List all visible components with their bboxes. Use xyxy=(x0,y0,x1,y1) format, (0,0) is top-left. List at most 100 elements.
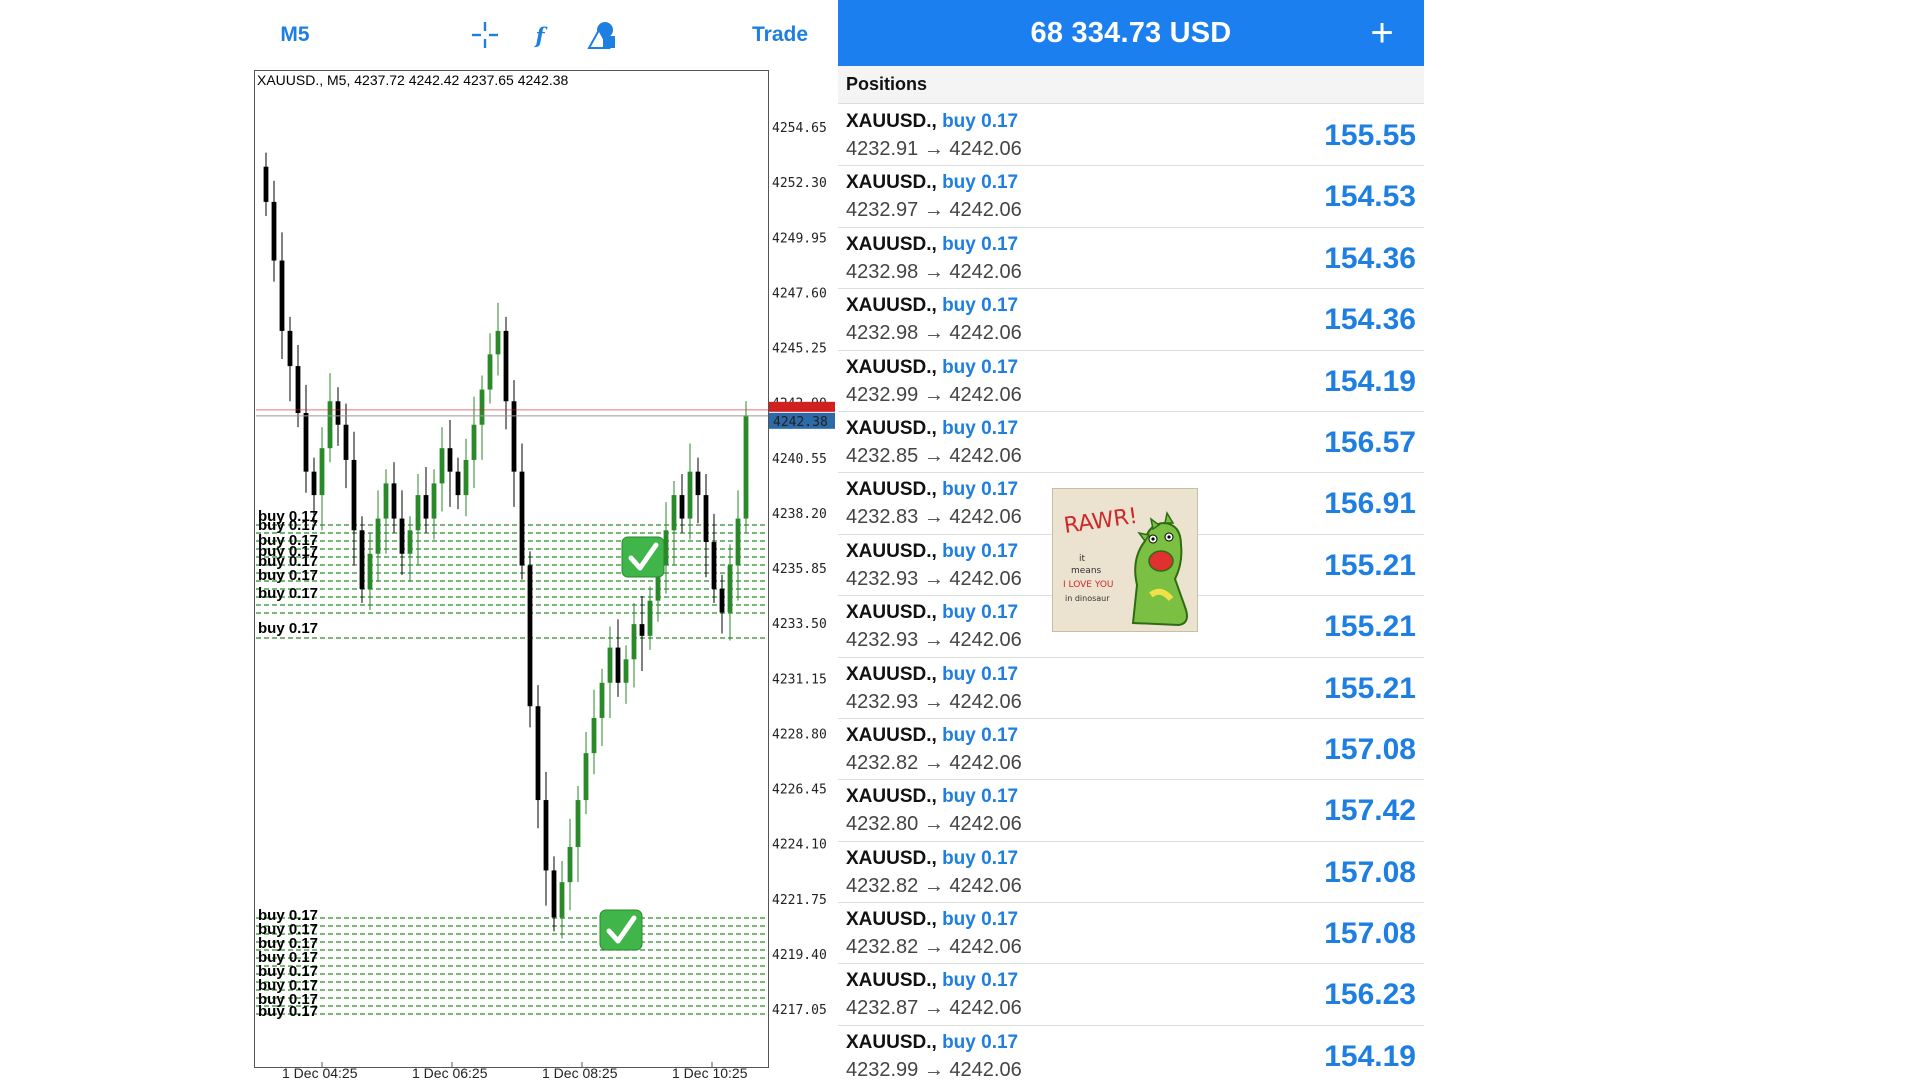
position-direction: buy 0.17 xyxy=(942,172,1019,194)
candle-body xyxy=(687,471,693,519)
candle-body xyxy=(543,800,549,871)
trade-button[interactable]: Trade xyxy=(751,23,809,46)
price-tick-label: 4252.30 xyxy=(772,176,827,191)
candle-body xyxy=(527,565,533,707)
position-row[interactable]: XAUUSD., buy 0.17 4232.99 → 4242.06 154.19 xyxy=(838,351,1424,412)
open-price: 4232.82 xyxy=(846,751,919,774)
current-price: 4242.06 xyxy=(949,322,1022,345)
order-label: buy 0.17 xyxy=(258,935,318,952)
candle-body xyxy=(319,448,325,496)
position-profit: 155.21 xyxy=(1324,671,1416,705)
position-row[interactable]: XAUUSD., buy 0.17 4232.91 → 4242.06 155.55 xyxy=(838,105,1424,167)
position-direction: buy 0.17 xyxy=(942,909,1019,931)
candle-body xyxy=(695,471,701,496)
current-price: 4242.06 xyxy=(949,629,1022,652)
arrow-right-icon: → xyxy=(923,383,944,406)
order-label: buy 0.17 xyxy=(258,585,318,602)
position-profit: 157.08 xyxy=(1324,917,1416,951)
position-prices: 4232.93 → 4242.06 xyxy=(846,629,1022,652)
position-profit: 154.36 xyxy=(1324,241,1416,275)
svg-text:it: it xyxy=(1079,554,1086,564)
candle-body xyxy=(431,483,437,519)
candle-body xyxy=(439,448,445,484)
position-prices: 4232.93 → 4242.06 xyxy=(846,568,1022,591)
position-symbol: XAUUSD., buy 0.17 xyxy=(846,172,1019,194)
position-row[interactable]: XAUUSD., buy 0.17 4232.82 → 4242.06 157.08 xyxy=(838,719,1424,781)
price-axis: 4254.65 4252.30 4249.95 4247.60 4245.25 4242.… xyxy=(256,121,835,1018)
position-direction: buy 0.17 xyxy=(942,356,1019,378)
position-profit: 156.91 xyxy=(1324,487,1416,521)
open-price: 4232.82 xyxy=(846,874,919,897)
current-price-label: 4242.38 xyxy=(773,415,828,430)
position-direction: buy 0.17 xyxy=(942,602,1019,624)
position-symbol: XAUUSD., buy 0.17 xyxy=(846,786,1019,808)
position-row[interactable]: XAUUSD., buy 0.17 4232.93 → 4242.06 155.21 xyxy=(838,535,1424,597)
current-price: 4242.06 xyxy=(949,567,1022,590)
position-row[interactable]: XAUUSD., buy 0.17 4232.82 → 4242.06 157.08 xyxy=(838,842,1424,904)
price-tick-label: 4247.60 xyxy=(772,286,827,301)
positions-list: XAUUSD., buy 0.17 4232.91 → 4242.06 155.55… xyxy=(838,105,1424,1080)
price-chart[interactable] xyxy=(254,70,769,1068)
position-symbol: XAUUSD., buy 0.17 xyxy=(846,1031,1019,1053)
arrow-right-icon: → xyxy=(923,199,944,222)
price-tick-label: 4226.45 xyxy=(772,783,827,798)
position-direction: buy 0.17 xyxy=(942,970,1019,992)
candle-body xyxy=(735,518,741,566)
open-price: 4232.87 xyxy=(846,997,919,1020)
candle-body xyxy=(567,846,573,883)
position-row[interactable]: XAUUSD., buy 0.17 4232.98 → 4242.06 154.36 xyxy=(838,228,1424,290)
position-row[interactable]: XAUUSD., buy 0.17 4232.80 → 4242.06 157.42 xyxy=(838,780,1424,842)
arrow-right-icon: → xyxy=(923,629,944,652)
position-profit: 156.23 xyxy=(1324,978,1416,1012)
candle-body xyxy=(703,495,709,543)
candle-body xyxy=(655,565,661,601)
candle-body xyxy=(455,471,461,496)
current-price: 4242.06 xyxy=(949,690,1022,713)
open-price: 4232.99 xyxy=(846,1058,919,1080)
order-label: buy 0.17 xyxy=(258,991,318,1008)
position-row[interactable]: XAUUSD., buy 0.17 4232.98 → 4242.06 154.36 xyxy=(838,289,1424,351)
candle-body xyxy=(615,647,621,683)
position-symbol: XAUUSD., buy 0.17 xyxy=(846,602,1019,624)
function-icon[interactable]: f xyxy=(535,22,545,48)
current-price: 4242.06 xyxy=(949,874,1022,897)
price-tick-label: 4228.80 xyxy=(772,727,827,742)
check-mark-icon xyxy=(599,909,643,951)
candle-body xyxy=(447,448,453,472)
candle-body xyxy=(639,624,645,636)
position-row[interactable]: XAUUSD., buy 0.17 4232.99 → 4242.06 154.19 xyxy=(838,1026,1424,1080)
shapes-icon[interactable] xyxy=(580,0,624,70)
candle-body xyxy=(719,588,725,613)
position-row[interactable]: XAUUSD., buy 0.17 4232.82 → 4242.06 157.08 xyxy=(838,903,1424,965)
position-row[interactable]: XAUUSD., buy 0.17 4232.97 → 4242.06 154.53 xyxy=(838,166,1424,228)
crosshair-icon[interactable] xyxy=(465,0,505,70)
check-mark-icon xyxy=(621,536,665,578)
plus-icon[interactable]: + xyxy=(1370,10,1394,55)
arrow-right-icon: → xyxy=(923,260,944,283)
candle-body xyxy=(511,401,517,472)
position-prices: 4232.83 → 4242.06 xyxy=(846,506,1022,529)
current-price: 4242.06 xyxy=(949,383,1022,406)
position-direction: buy 0.17 xyxy=(942,479,1019,501)
position-profit: 154.53 xyxy=(1324,180,1416,214)
arrow-right-icon: → xyxy=(923,997,944,1020)
arrow-right-icon: → xyxy=(923,138,944,160)
position-row[interactable]: XAUUSD., buy 0.17 4232.87 → 4242.06 156.23 xyxy=(838,964,1424,1026)
candle-body xyxy=(647,600,653,636)
position-profit: 155.21 xyxy=(1324,548,1416,582)
position-direction: buy 0.17 xyxy=(942,847,1019,869)
time-axis: 1 Dec 04:25 1 Dec 06:25 1 Dec 08:25 1 Dec 1… xyxy=(282,1062,748,1080)
position-row[interactable]: XAUUSD., buy 0.17 4232.93 → 4242.06 155.21 xyxy=(838,658,1424,719)
position-prices: 4232.98 → 4242.06 xyxy=(846,322,1022,345)
position-symbol: XAUUSD., buy 0.17 xyxy=(846,540,1019,562)
position-row[interactable]: XAUUSD., buy 0.17 4232.93 → 4242.06 155.21 xyxy=(838,596,1424,658)
position-row[interactable]: XAUUSD., buy 0.17 4232.85 → 4242.06 156.57 xyxy=(838,412,1424,474)
candle-body xyxy=(359,530,365,589)
position-prices: 4232.99 → 4242.06 xyxy=(846,1059,1022,1080)
order-label: buy 0.17 xyxy=(258,620,318,637)
check-mark-glyph xyxy=(606,915,637,944)
arrow-right-icon: → xyxy=(923,813,944,836)
timeframe-button[interactable]: M5 xyxy=(280,23,310,46)
candle-body xyxy=(711,542,717,589)
